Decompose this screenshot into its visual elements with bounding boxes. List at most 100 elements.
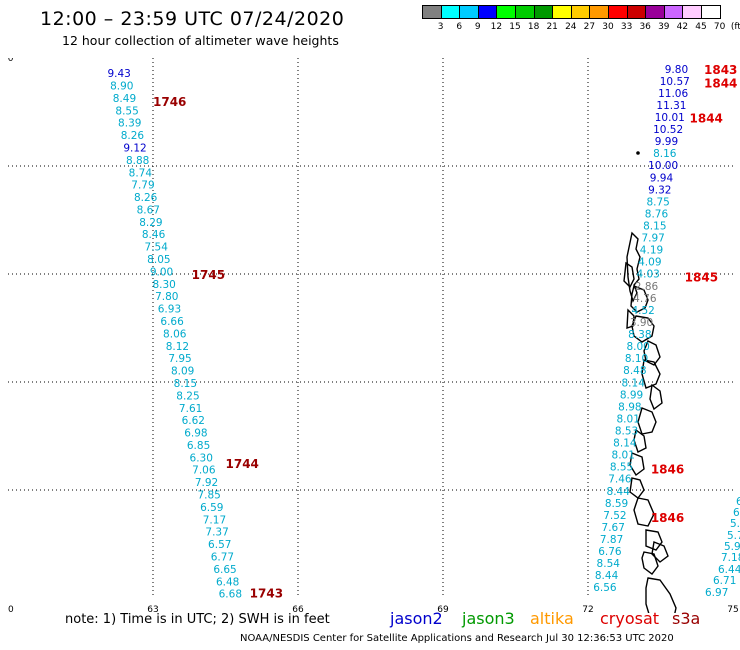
swh-value-track-a: 7.17 [203, 514, 226, 526]
swh-value-track-b: 8.15 [643, 221, 666, 233]
scale-swatch [515, 5, 535, 19]
island-outline [623, 261, 635, 289]
swh-value-track-b: 8.44 [595, 570, 619, 582]
swh-value-track-b: 8.01 [612, 450, 635, 462]
swh-value-track-b: 8.14 [613, 438, 637, 450]
swh-value-track-a: 7.79 [131, 180, 154, 192]
swh-value-track-b: 8.01 [617, 413, 640, 425]
swh-value-track-c: 5.9 [730, 518, 740, 530]
island-outline [626, 231, 641, 303]
time-label: 1744 [226, 457, 259, 471]
island-outline [641, 551, 659, 575]
footer-note: note: 1) Time is in UTC; 2) SWH is in fe… [65, 612, 330, 627]
swh-value-track-b: 10.00 [648, 160, 678, 172]
swh-value-track-a: 7.85 [197, 490, 220, 502]
swh-value-track-c: 5.7 [727, 530, 740, 542]
scale-label: 24 [565, 22, 577, 32]
swh-value-track-b: 9.80 [665, 64, 688, 76]
swh-value-track-c: 6.71 [713, 575, 736, 587]
swh-value-track-b: 7.97 [641, 233, 664, 245]
swh-value-track-b: 11.31 [656, 100, 686, 112]
swh-value-track-b: 10.01 [655, 112, 685, 124]
island-outline [641, 359, 661, 389]
x-tick-label: 72 [582, 605, 593, 613]
swh-value-track-a: 8.67 [137, 204, 160, 216]
scale-swatch [701, 5, 721, 19]
time-label: 1845 [685, 271, 718, 285]
scale-swatch [533, 5, 554, 19]
scale-swatch [682, 5, 702, 19]
time-label: 1846 [651, 511, 684, 525]
swh-value-track-b: 9.94 [650, 172, 674, 184]
time-label: 1745 [192, 268, 225, 282]
scale-swatch [589, 5, 609, 19]
scale-swatch [626, 5, 647, 19]
swh-value-track-a: 8.26 [134, 192, 158, 204]
time-label: 1844 [704, 76, 737, 90]
time-label: 1844 [690, 111, 723, 125]
scale-label: 12 [490, 22, 503, 32]
swh-value-track-a: 8.49 [113, 93, 136, 105]
scale-label: 21 [546, 22, 558, 32]
island-dot [636, 151, 640, 155]
island-outline [630, 285, 649, 313]
swh-value-track-a: 7.80 [155, 291, 178, 303]
time-label: 1843 [704, 63, 737, 77]
scale-swatch [496, 5, 516, 19]
swh-value-track-b: 10.52 [653, 124, 683, 136]
island-outline [626, 308, 635, 329]
island-outline [629, 477, 645, 499]
swh-value-track-c: 6.44 [718, 564, 740, 576]
swh-value-track-a: 6.62 [182, 415, 205, 427]
scale-label: 30 [602, 22, 614, 32]
island-outline [637, 407, 657, 435]
wave-height-map: 60636669727502468109.438.908.498.558.398… [8, 58, 740, 613]
swh-value-track-a: 6.30 [190, 452, 213, 464]
scale-swatch [552, 5, 572, 19]
swh-value-track-b: 2.86 [635, 281, 659, 293]
swh-value-track-b: 8.10 [625, 353, 648, 365]
x-tick-label: 63 [147, 605, 158, 613]
swh-value-track-a: 8.06 [163, 328, 187, 340]
swh-value-track-a: 8.29 [139, 217, 162, 229]
swh-value-track-b: 8.76 [645, 208, 669, 220]
swh-value-track-a: 8.05 [147, 254, 170, 266]
swh-value-track-a: 8.25 [176, 390, 199, 402]
swh-value-track-b: 8.00 [626, 341, 649, 353]
swh-value-track-b: 7.67 [602, 522, 625, 534]
swh-value-track-a: 8.12 [166, 341, 189, 353]
swh-value-track-b: 4.76 [633, 293, 657, 305]
swh-value-track-b: 6.56 [593, 582, 617, 594]
scale-swatch [459, 5, 479, 19]
swh-value-track-b: 8.14 [622, 377, 646, 389]
swh-value-track-b: 9.99 [655, 136, 678, 148]
scale-swatch [440, 5, 461, 19]
island-outline [631, 315, 655, 343]
x-tick-label: 66 [292, 605, 304, 613]
scale-label: 3 [437, 22, 444, 32]
swh-value-track-b: 8.99 [620, 389, 643, 401]
swh-value-track-a: 6.66 [160, 316, 184, 328]
scale-swatch [608, 5, 628, 19]
swh-value-track-b: 8.59 [605, 498, 628, 510]
swh-value-track-b: 4.52 [631, 305, 654, 317]
scale-swatch [570, 5, 591, 19]
swh-value-track-c: 5.92 [724, 541, 740, 553]
swh-value-track-b: 8.54 [597, 558, 621, 570]
swh-value-track-b: 8.55 [610, 462, 633, 474]
legend-entry-s3a: s3a [672, 609, 701, 628]
scale-label: 15 [509, 22, 521, 32]
swh-value-track-a: 8.26 [121, 130, 145, 142]
time-label: 1746 [153, 95, 186, 109]
swh-value-track-a: 6.57 [208, 539, 231, 551]
legend-entry-cryosat: cryosat [600, 609, 660, 628]
swh-value-track-a: 9.43 [107, 68, 130, 80]
swh-value-track-a: 8.46 [142, 229, 166, 241]
y-tick-label: 10 [8, 58, 14, 64]
swh-value-track-a: 9.12 [123, 142, 146, 154]
island-outline [643, 340, 661, 366]
x-tick-label: 69 [437, 605, 449, 613]
scale-label: 9 [474, 22, 481, 32]
swh-value-track-a: 8.88 [126, 155, 149, 167]
swh-value-track-b: 4.19 [640, 245, 663, 257]
